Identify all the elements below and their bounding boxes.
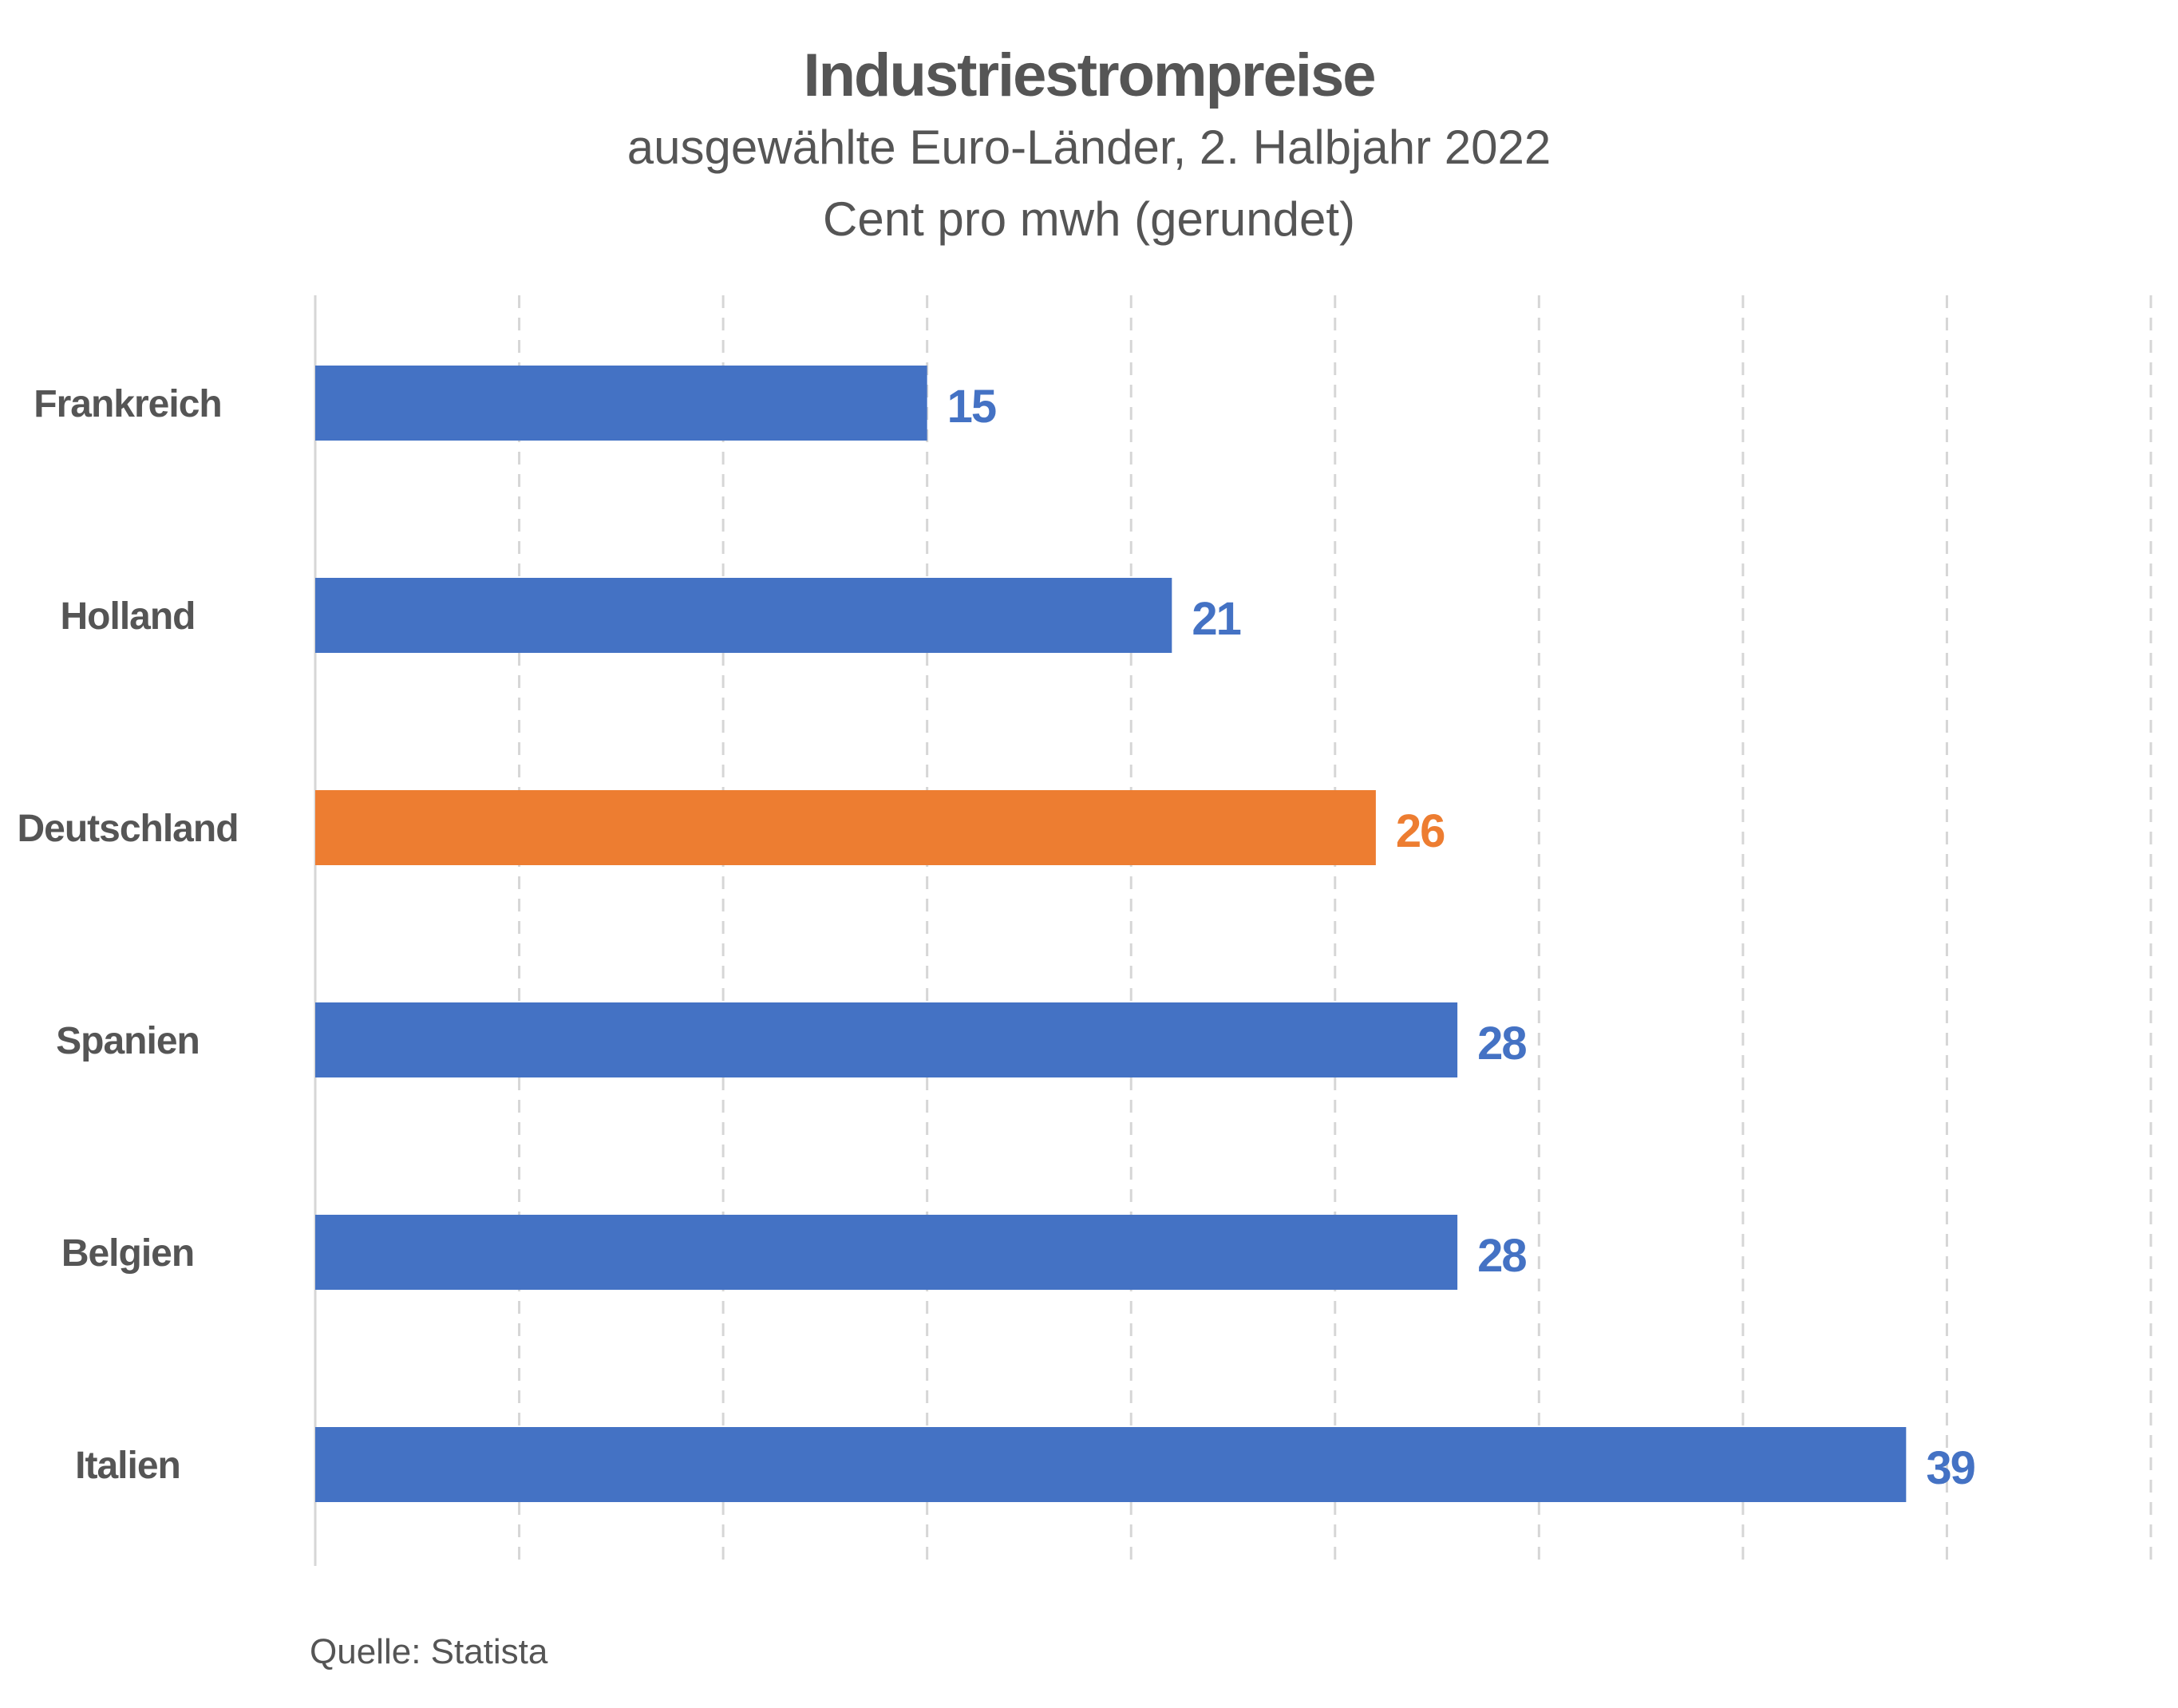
chart-subtitle: ausgewählte Euro-Länder, 2. Halbjahr 202… [627, 121, 1551, 174]
data-label: 26 [1396, 805, 1445, 857]
data-label: 39 [1926, 1442, 1974, 1494]
category-label: Holland [61, 595, 196, 638]
bar [315, 1002, 1458, 1077]
data-label: 21 [1192, 593, 1240, 645]
category-label: Spanien [56, 1020, 200, 1062]
data-label: 15 [947, 381, 996, 433]
data-label: 28 [1477, 1230, 1526, 1282]
source-note: Quelle: Statista [310, 1632, 548, 1671]
category-label: Deutschland [17, 808, 238, 850]
category-label: Frankreich [34, 383, 221, 425]
bar [315, 366, 927, 441]
category-label: Italien [75, 1445, 180, 1487]
bar [315, 1215, 1458, 1290]
bar [315, 790, 1376, 865]
chart-header: Industriestrompreise ausgewählte Euro-Lä… [0, 40, 2178, 255]
chart-title: Industriestrompreise [803, 42, 1377, 109]
chart-unit-label: Cent pro mwh (gerundet) [823, 192, 1355, 246]
data-label: 28 [1477, 1018, 1526, 1069]
category-label: Belgien [61, 1232, 194, 1275]
bar [315, 1427, 1907, 1502]
bar [315, 578, 1172, 653]
